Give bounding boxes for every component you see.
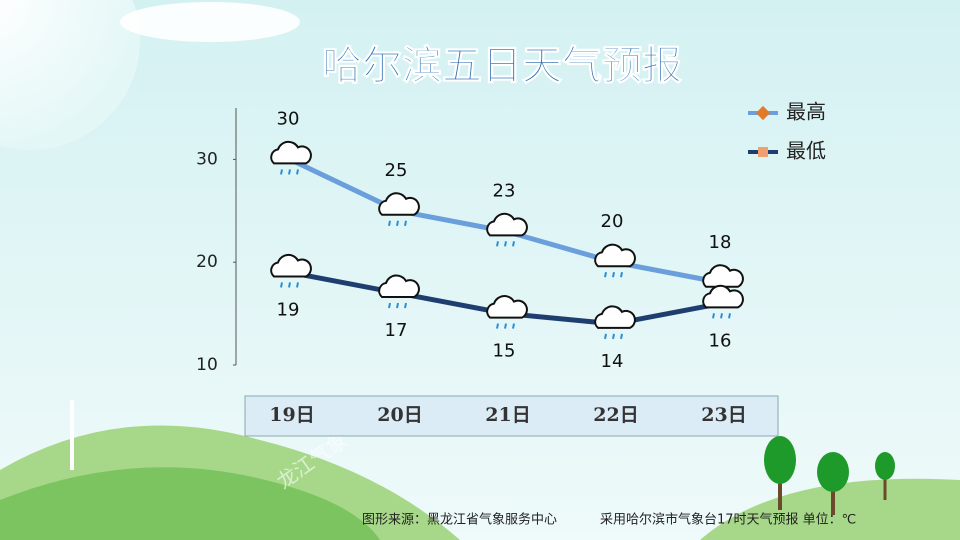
rain-drop (504, 241, 507, 247)
chart-title: 哈尔滨五日天气预报 (322, 43, 682, 89)
weather-icon (486, 295, 528, 329)
cloud (702, 284, 744, 309)
rain-drop (620, 333, 623, 340)
category-band (244, 395, 779, 437)
cloud (702, 264, 744, 288)
weather-icon (486, 212, 528, 247)
x-tick-label: 19日 (269, 404, 314, 426)
rain-drop (728, 313, 731, 319)
rain-drop (396, 220, 399, 226)
weather-icon (378, 274, 420, 309)
data-label: 30 (277, 108, 300, 129)
legend-label: 最高 (786, 100, 826, 124)
rain-drop (720, 313, 723, 319)
cloud (486, 212, 528, 237)
y-tick-label: 10 (196, 355, 218, 375)
data-label: 20 (601, 211, 624, 232)
note: 采用哈尔滨市气象台17时天气预报 单位：℃ (600, 512, 856, 528)
rain-drop (288, 169, 291, 175)
weather-icon (378, 192, 420, 226)
x-tick-label: 23日 (701, 404, 746, 426)
cloud (270, 253, 312, 278)
cloud (378, 192, 420, 216)
cloud (486, 295, 528, 319)
rain-drop (512, 241, 515, 247)
weather-icon (594, 305, 636, 340)
rain-drop (620, 272, 623, 278)
rain-drop (512, 323, 515, 329)
rain-drop (396, 302, 399, 309)
cloud (594, 243, 636, 268)
rain-drop (712, 313, 715, 319)
rain-drop (612, 333, 615, 340)
cloud-deco (120, 2, 300, 42)
data-label: 14 (601, 351, 624, 372)
legend-label: 最低 (786, 139, 826, 163)
weather-icon (270, 253, 312, 288)
weather-icon (270, 140, 312, 175)
rain-drop (604, 272, 607, 278)
data-label: 15 (493, 341, 516, 362)
y-tick-label: 20 (196, 252, 218, 272)
rain-drop (504, 323, 507, 329)
hill (700, 478, 960, 540)
rain-drop (404, 302, 407, 309)
rain-drop (404, 220, 407, 226)
rain-drop (612, 272, 615, 278)
rain-drop (280, 282, 283, 288)
cloud (270, 140, 312, 165)
rain-drop (288, 282, 291, 288)
rain-drop (604, 333, 607, 340)
data-label: 19 (277, 299, 300, 320)
rain-drop (388, 302, 391, 309)
rain-drop (296, 282, 299, 288)
rain-drop (496, 323, 499, 329)
rain-drop (496, 241, 499, 247)
trees (764, 436, 895, 515)
data-label: 17 (385, 320, 408, 341)
y-tick-label: 30 (196, 149, 218, 169)
weather-icon (594, 243, 636, 278)
source: 图形来源：黑龙江省气象服务中心 (362, 512, 557, 528)
rain-drop (388, 220, 391, 226)
data-label: 16 (709, 330, 732, 351)
sun (0, 0, 140, 150)
rain-drop (280, 169, 283, 175)
rain-drop (296, 169, 299, 175)
cloud (378, 274, 420, 299)
cloud (594, 305, 636, 329)
x-tick-label: 22日 (593, 404, 638, 426)
legend-marker (758, 147, 768, 157)
data-label: 25 (385, 160, 408, 181)
data-label: 18 (709, 232, 732, 253)
x-tick-label: 21日 (485, 404, 530, 426)
legend-marker (755, 105, 771, 121)
hill (0, 467, 380, 540)
x-tick-label: 20日 (377, 404, 422, 426)
data-label: 23 (493, 180, 516, 201)
weather-icon (702, 284, 744, 319)
